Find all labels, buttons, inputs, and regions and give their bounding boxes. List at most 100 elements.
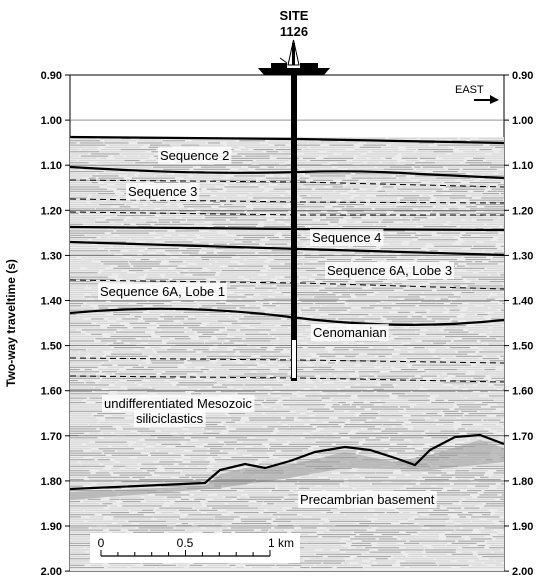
- texture-streak: [109, 496, 141, 498]
- texture-streak: [227, 226, 256, 228]
- texture-streak: [326, 393, 338, 395]
- texture-streak: [437, 496, 473, 498]
- texture-streak: [141, 338, 149, 340]
- texture-streak: [346, 219, 383, 221]
- texture-streak: [274, 259, 297, 261]
- texture-streak: [212, 507, 258, 509]
- texture-streak: [70, 545, 91, 547]
- texture-streak: [132, 476, 145, 478]
- texture-streak: [379, 298, 398, 300]
- texture-streak: [460, 417, 504, 419]
- texture-streak: [253, 483, 293, 485]
- texture-streak: [477, 384, 489, 386]
- texture-streak: [492, 162, 504, 164]
- texture-streak: [181, 472, 221, 474]
- texture-streak: [145, 278, 169, 280]
- texture-streak: [467, 397, 504, 399]
- texture-streak: [275, 518, 321, 520]
- texture-streak: [366, 153, 398, 155]
- texture-streak: [252, 272, 292, 274]
- texture-streak: [412, 391, 456, 393]
- texture-streak: [194, 391, 216, 393]
- texture-streak: [220, 281, 252, 283]
- texture-streak: [457, 369, 483, 371]
- texture-streak: [244, 421, 278, 423]
- texture-streak: [96, 322, 121, 324]
- texture-streak: [381, 366, 392, 368]
- texture-streak: [378, 355, 386, 357]
- texture-streak: [316, 472, 333, 474]
- texture-streak: [385, 261, 414, 263]
- texture-streak: [165, 274, 185, 276]
- texture-streak: [450, 518, 480, 520]
- texture-streak: [399, 162, 413, 164]
- texture-streak: [401, 470, 442, 472]
- texture-streak: [405, 410, 441, 412]
- texture-streak: [70, 375, 105, 377]
- texture-streak: [382, 404, 409, 406]
- texture-streak: [236, 234, 275, 236]
- texture-streak: [359, 523, 392, 525]
- texture-streak: [442, 274, 488, 276]
- texture-streak: [243, 287, 251, 289]
- texture-streak: [448, 208, 459, 210]
- y-axis-title: Two-way traveltime (s): [4, 259, 18, 387]
- texture-streak: [278, 567, 294, 569]
- texture-streak: [202, 333, 228, 335]
- right-tick-label: 1.00: [512, 115, 533, 127]
- texture-streak: [224, 441, 237, 443]
- texture-streak: [303, 184, 343, 186]
- texture-streak: [255, 241, 263, 243]
- texture-streak: [100, 261, 128, 263]
- texture-streak: [501, 149, 504, 151]
- texture-streak: [429, 446, 476, 448]
- texture-streak: [261, 322, 303, 324]
- texture-streak: [403, 512, 411, 514]
- texture-streak: [352, 349, 395, 351]
- texture-streak: [70, 138, 96, 140]
- texture-streak: [236, 182, 270, 184]
- texture-streak: [370, 564, 393, 566]
- texture-streak: [137, 512, 155, 514]
- texture-streak: [307, 322, 335, 324]
- texture-streak: [375, 558, 388, 560]
- texture-streak: [327, 362, 336, 364]
- texture-streak: [377, 518, 409, 520]
- texture-streak: [121, 329, 159, 331]
- texture-streak: [355, 281, 383, 283]
- texture-streak: [425, 296, 447, 298]
- texture-streak: [341, 199, 365, 201]
- texture-streak: [70, 503, 100, 505]
- texture-streak: [70, 410, 113, 412]
- texture-streak: [129, 342, 141, 344]
- horizon-top-seq2: [69, 135, 505, 145]
- texture-streak: [253, 206, 271, 208]
- texture-streak: [133, 443, 143, 445]
- texture-streak: [416, 261, 440, 263]
- texture-streak: [448, 217, 473, 219]
- right-time-axis: 0.901.001.101.201.301.401.501.601.701.80…: [504, 70, 533, 578]
- texture-streak: [327, 151, 368, 153]
- texture-streak: [300, 265, 327, 267]
- texture-streak: [472, 336, 487, 338]
- texture-streak: [345, 514, 374, 516]
- texture-streak: [207, 142, 221, 144]
- texture-streak: [70, 373, 97, 375]
- texture-streak: [414, 166, 421, 168]
- texture-streak: [183, 322, 202, 324]
- texture-streak: [164, 241, 193, 243]
- texture-streak: [171, 234, 178, 236]
- texture-streak: [129, 241, 136, 243]
- texture-streak: [210, 452, 228, 454]
- texture-streak: [70, 377, 101, 379]
- texture-streak: [359, 375, 375, 377]
- texture-streak: [110, 512, 129, 514]
- texture-streak: [148, 476, 171, 478]
- texture-streak: [290, 384, 316, 386]
- texture-streak: [87, 498, 101, 500]
- texture-streak: [114, 221, 146, 223]
- texture-streak: [412, 441, 455, 443]
- texture-streak: [343, 283, 354, 285]
- texture-streak: [345, 476, 360, 478]
- texture-streak: [394, 283, 403, 285]
